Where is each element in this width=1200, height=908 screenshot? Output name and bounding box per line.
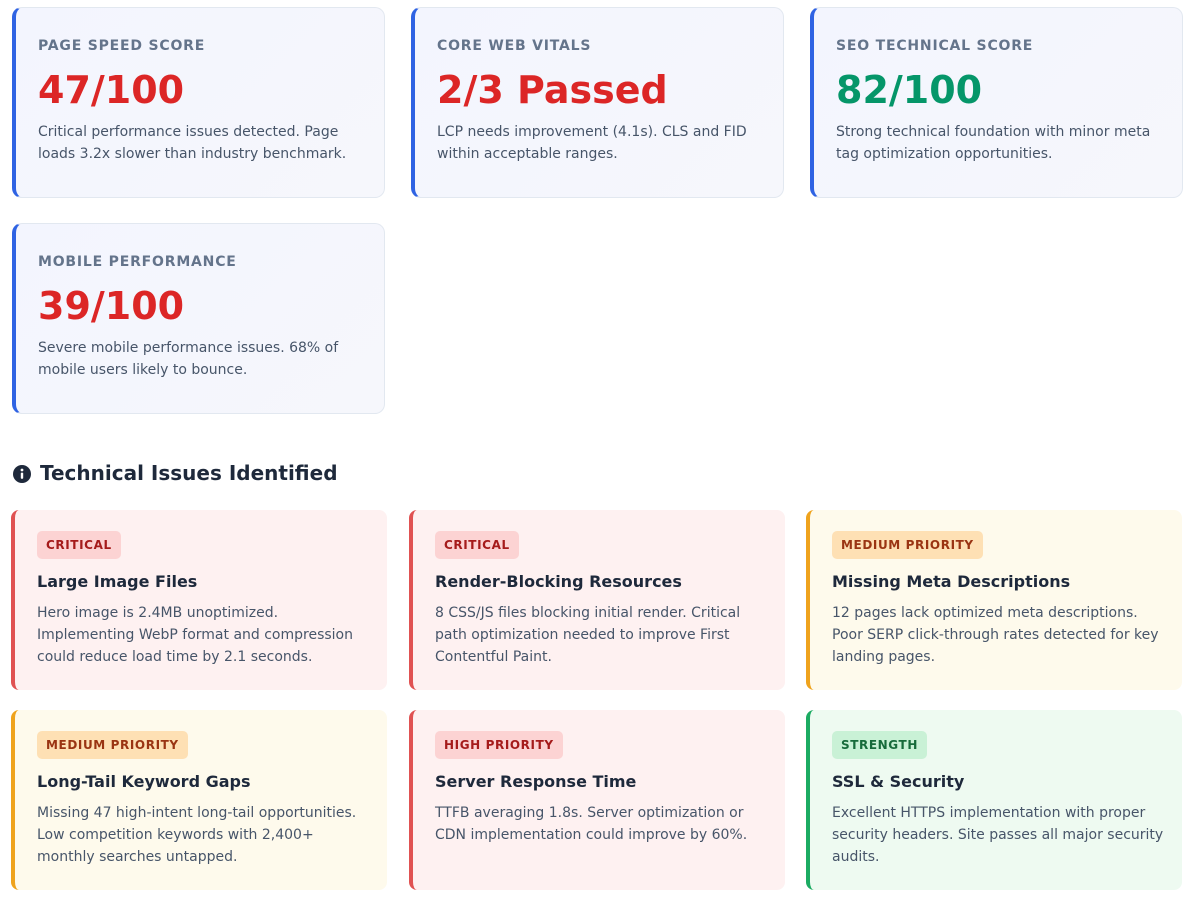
issue-title: Large Image Files: [37, 572, 198, 591]
metric-card-seo-technical: SEO TECHNICAL SCORE 82/100 Strong techni…: [810, 7, 1183, 198]
metric-value: 47/100: [38, 68, 185, 112]
metric-label: CORE WEB VITALS: [437, 38, 592, 54]
issue-card-long-tail-keywords: MEDIUM PRIORITY Long-Tail Keyword Gaps M…: [11, 710, 387, 890]
issue-title: Missing Meta Descriptions: [832, 572, 1071, 591]
metric-card-mobile-performance: MOBILE PERFORMANCE 39/100 Severe mobile …: [12, 223, 385, 414]
issue-card-server-response: HIGH PRIORITY Server Response Time TTFB …: [409, 710, 785, 890]
issue-card-render-blocking: CRITICAL Render-Blocking Resources 8 CSS…: [409, 510, 785, 690]
issue-title: Long-Tail Keyword Gaps: [37, 772, 251, 791]
priority-badge: STRENGTH: [832, 731, 927, 759]
metric-value: 2/3 Passed: [437, 68, 668, 112]
metric-label: PAGE SPEED SCORE: [38, 38, 206, 54]
section-heading: Technical Issues Identified: [13, 460, 338, 486]
metric-value: 82/100: [836, 68, 983, 112]
section-title: Technical Issues Identified: [40, 461, 338, 485]
issue-card-large-image-files: CRITICAL Large Image Files Hero image is…: [11, 510, 387, 690]
metric-card-page-speed: PAGE SPEED SCORE 47/100 Critical perform…: [12, 7, 385, 198]
issue-title: Render-Blocking Resources: [435, 572, 682, 591]
metric-description: Critical performance issues detected. Pa…: [38, 124, 347, 162]
metric-label: MOBILE PERFORMANCE: [38, 254, 237, 270]
issue-card-missing-meta: MEDIUM PRIORITY Missing Meta Description…: [806, 510, 1182, 690]
issue-title: SSL & Security: [832, 772, 965, 791]
metric-label: SEO TECHNICAL SCORE: [836, 38, 1034, 54]
priority-badge: CRITICAL: [37, 531, 121, 559]
metric-description: Severe mobile performance issues. 68% of…: [38, 340, 339, 378]
metric-value: 39/100: [38, 284, 185, 328]
issue-description: Missing 47 high-intent long-tail opportu…: [37, 805, 357, 865]
issue-description: TTFB averaging 1.8s. Server optimization…: [435, 805, 748, 843]
metric-card-core-web-vitals: CORE WEB VITALS 2/3 Passed LCP needs imp…: [411, 7, 784, 198]
priority-badge: CRITICAL: [435, 531, 519, 559]
issue-description: Hero image is 2.4MB unoptimized. Impleme…: [37, 605, 353, 665]
issue-description: 12 pages lack optimized meta description…: [832, 605, 1159, 665]
priority-badge: MEDIUM PRIORITY: [37, 731, 188, 759]
metric-description: LCP needs improvement (4.1s). CLS and FI…: [437, 124, 747, 162]
issue-card-ssl-security: STRENGTH SSL & Security Excellent HTTPS …: [806, 710, 1182, 890]
metric-description: Strong technical foundation with minor m…: [836, 124, 1151, 162]
priority-badge: HIGH PRIORITY: [435, 731, 563, 759]
issue-description: 8 CSS/JS files blocking initial render. …: [435, 605, 741, 665]
priority-badge: MEDIUM PRIORITY: [832, 531, 983, 559]
info-circle-icon: [13, 464, 31, 483]
issue-title: Server Response Time: [435, 772, 637, 791]
issue-description: Excellent HTTPS implementation with prop…: [832, 805, 1164, 865]
